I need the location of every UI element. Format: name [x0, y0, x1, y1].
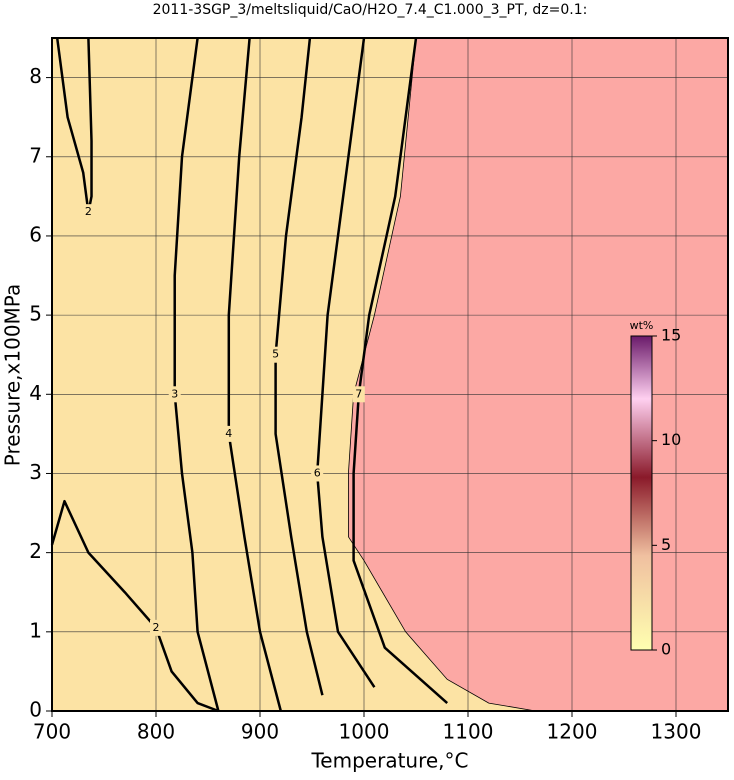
y-tick-label: 4 [29, 381, 42, 405]
x-axis-label: Temperature,°C [310, 749, 468, 773]
colorbar-tick-label: 15 [661, 326, 681, 345]
x-tick-label: 1000 [339, 720, 390, 744]
contour-label: 5 [272, 348, 279, 361]
y-tick-label: 6 [29, 222, 42, 246]
contour-label: 3 [171, 387, 178, 400]
y-tick-label: 3 [29, 460, 42, 484]
contour-line [352, 37, 449, 705]
x-tick-label: 1300 [651, 720, 702, 744]
contour-label-bg [222, 425, 235, 442]
contour-label: 7 [355, 387, 362, 400]
y-tick-label: 8 [29, 64, 42, 88]
chart-title: 2011-3SGP_3/meltsliquid/CaO/H2O_7.4_C1.0… [153, 2, 588, 18]
contour-label: 2 [153, 621, 160, 634]
y-tick-label: 5 [29, 302, 42, 326]
x-tick-label: 800 [137, 720, 175, 744]
contour-line [274, 37, 324, 696]
x-tick-label: 1100 [443, 720, 494, 744]
contour-label-bg [168, 386, 181, 403]
colorbar-tick-label: 0 [661, 640, 671, 659]
contour-label-bg [150, 619, 162, 636]
colorbar-tick-label: 10 [661, 430, 681, 449]
x-tick-label: 900 [241, 720, 279, 744]
contour-label: 2 [85, 205, 92, 218]
contour-label-bg [311, 465, 324, 482]
contour-line [173, 37, 220, 712]
y-tick-label: 7 [29, 143, 42, 167]
contour-line [50, 499, 219, 713]
colorbar-tick-label: 5 [661, 535, 671, 554]
contour-label: 4 [225, 427, 232, 440]
contour-label: 6 [314, 466, 321, 479]
y-axis-label: Pressure,x100MPa [1, 284, 25, 466]
contour-label-bg [269, 346, 282, 363]
plot-frame [51, 37, 729, 712]
x-tick-label: 1200 [547, 720, 598, 744]
colorbar [630, 335, 653, 651]
contour-label-bg [82, 204, 95, 221]
y-tick-label: 1 [29, 618, 42, 642]
y-tick-label: 2 [29, 539, 42, 563]
saturation-line [347, 37, 536, 712]
colorbar-label: wt% [630, 319, 654, 332]
contour-label-bg [352, 386, 365, 403]
x-tick-label: 700 [33, 720, 71, 744]
y-tick-label: 0 [29, 698, 42, 722]
